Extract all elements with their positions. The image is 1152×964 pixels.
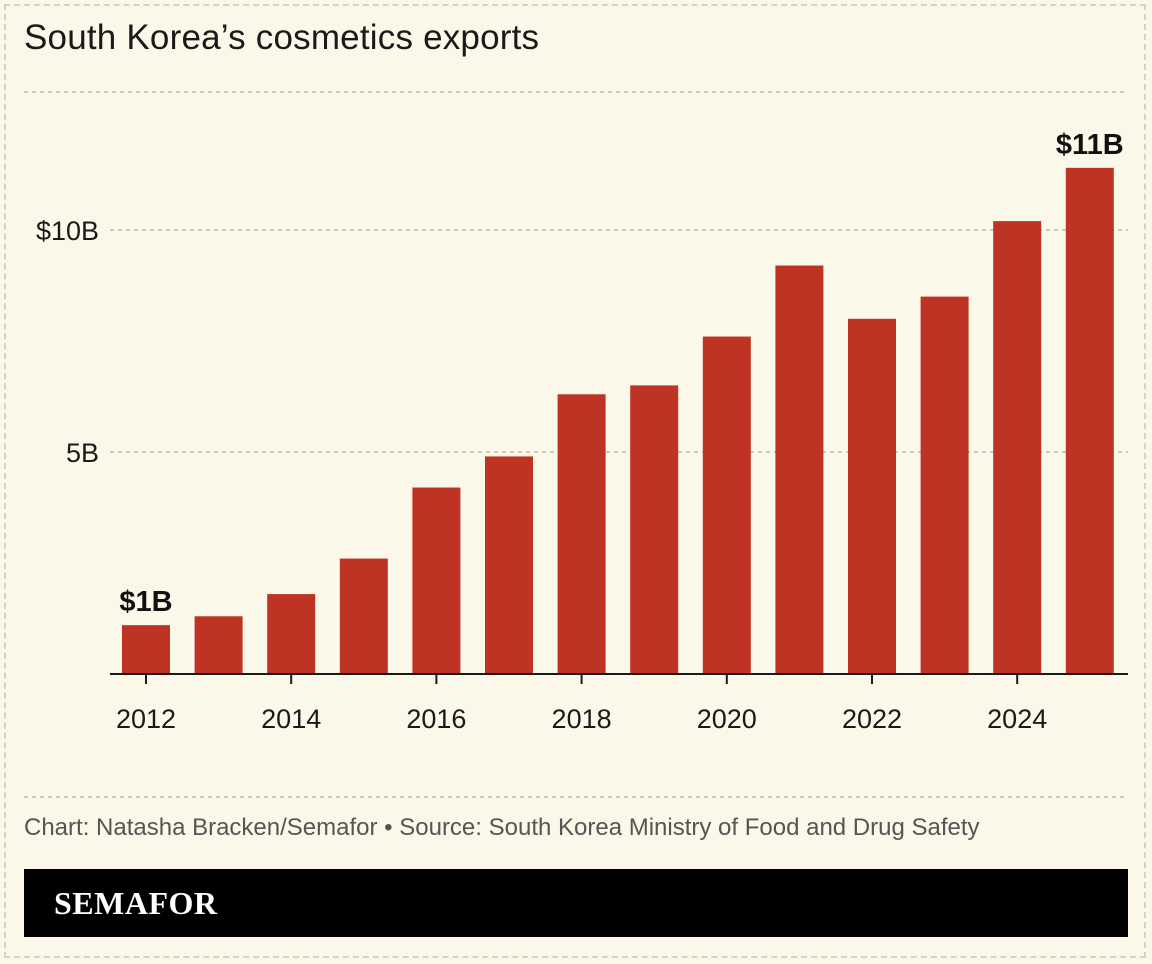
bar-chart: 5B $10B $1B $11B 2012 2014 2016 2018 2020 2022 202… [24,91,1128,798]
x-tick-label: 2020 [697,704,757,734]
y-tick-label: $10B [36,216,99,246]
bar-2022 [848,318,896,674]
bar-2013 [194,616,243,674]
x-tick-label: 2012 [116,704,176,734]
x-tick-label: 2022 [842,704,902,734]
bar-annotation: $1B [119,586,172,618]
chart-title: South Korea’s cosmetics exports [24,18,540,57]
x-tick-label: 2018 [552,704,612,734]
bar-2025 [1065,167,1114,674]
x-tick-label: 2024 [987,704,1047,734]
bar-2023 [920,296,969,674]
bar-2015 [339,558,388,674]
bar-2012 [122,625,170,674]
x-tick-label: 2014 [261,704,321,734]
x-tick-label: 2016 [406,704,466,734]
y-tick-label: 5B [66,438,99,468]
bar-2014 [267,594,316,674]
chart-frame [4,4,1146,958]
brand-logo: SEMAFOR [54,885,218,921]
bar-2020 [702,336,751,674]
bar-2021 [775,265,824,674]
bar-2017 [485,456,533,674]
bar-annotation: $11B [1056,129,1124,161]
brand-bar: SEMAFOR [24,869,1128,937]
bar-2019 [630,385,679,674]
source-credit: Chart: Natasha Bracken/Semafor • Source:… [24,814,980,841]
bar-2024 [993,221,1042,674]
bar-2016 [412,487,461,674]
bar-2018 [557,394,606,674]
